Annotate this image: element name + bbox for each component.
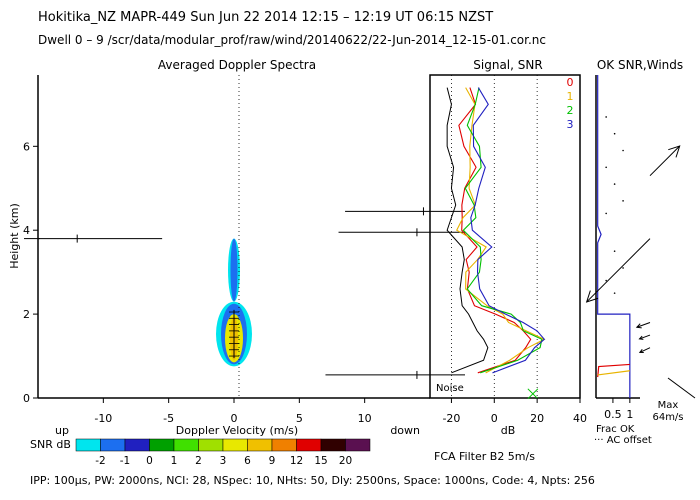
ac-offset-dot <box>613 250 616 252</box>
snr-scale-tick-10: 20 <box>339 455 352 467</box>
snr-x-label: dB <box>501 424 516 437</box>
frac-x-tick-label-1: 1 <box>626 408 633 421</box>
snr-swatch-3 <box>149 438 175 452</box>
spectra-y-tick-label-3: 6 <box>23 140 30 153</box>
wind-vector-0 <box>649 145 681 177</box>
header-title: Hokitika_NZ MAPR-449 Sun Jun 22 2014 12:… <box>38 10 493 25</box>
snr-title: Signal, SNR <box>473 58 542 72</box>
direction-down-label: down <box>390 424 420 437</box>
snr-scale-tick-8: 12 <box>290 455 303 467</box>
ac-offset-dot <box>613 132 616 135</box>
spectra-y-label: Height (km) <box>8 203 21 269</box>
max-wind-reference <box>667 377 696 399</box>
frac-ok-label: Frac OK <box>596 424 635 435</box>
frac-x-tick-label-0: 0.5 <box>604 408 622 421</box>
ac-offset-dot <box>605 116 607 118</box>
ac-offset-dot <box>622 149 624 152</box>
noise-marker-b <box>527 388 539 400</box>
ac-offset-dot <box>622 200 624 202</box>
snr-scale-label: SNR dB <box>30 438 71 451</box>
snr-swatch-7 <box>247 438 273 452</box>
snr-scale-tick-7: 9 <box>269 455 276 467</box>
params-line: IPP: 100μs, PW: 2000ns, NCI: 28, NSpec: … <box>30 474 595 487</box>
wind-arrowhead-4 <box>638 348 644 354</box>
snr-swatch-5 <box>198 438 224 452</box>
snr-scale-tick-4: 2 <box>195 455 202 467</box>
snr-swatch-9 <box>296 438 322 452</box>
snr-scale-tick-0: -2 <box>95 455 105 467</box>
snr-swatch-6 <box>222 438 248 452</box>
filter-label: FCA Filter B2 5m/s <box>434 450 535 463</box>
snr-scale-tick-1: -1 <box>120 455 130 467</box>
max-wind-value: 64m/s <box>652 412 683 423</box>
snr-legend-3: 3 <box>567 118 574 131</box>
snr-panel-frame <box>429 74 581 399</box>
snr-color-scale: SNR dB -2 -1 0 1 2 3 6 9 12 15 20 <box>30 438 371 467</box>
wind-vector-1 <box>586 238 651 303</box>
ac-offset-dot <box>622 267 624 269</box>
snr-x-tick-label-2: 20 <box>530 412 544 425</box>
ac-offset-label: ··· AC offset <box>594 435 652 446</box>
max-wind-label: Max <box>658 400 679 411</box>
winds-title: OK SNR,Winds <box>597 58 683 72</box>
ac-offset-dot <box>613 183 616 185</box>
ac-offset-dot <box>605 212 607 215</box>
wind-arrowhead-0 <box>668 145 681 158</box>
winds-panel: 0.5 1 Frac OK ··· AC offset Max 64m/s <box>585 75 696 446</box>
spectra-x-label: Doppler Velocity (m/s) <box>176 424 298 437</box>
spectra-y-tick-label-2: 4 <box>23 224 30 237</box>
snr-scale-tick-9: 15 <box>314 455 327 467</box>
spectra-upper-layer-1 <box>230 238 238 302</box>
wind-vector-4 <box>639 347 651 353</box>
snr-swatch-8 <box>271 438 297 452</box>
spectra-y-tick-label-1: 2 <box>23 308 30 321</box>
signal-series <box>446 87 489 374</box>
noise-label: Noise <box>436 383 464 394</box>
snr-series-2 <box>462 87 543 374</box>
ac-offset-dot <box>613 292 616 294</box>
snr-swatch-10 <box>320 438 346 452</box>
snr-x-tick-label-1: 0 <box>491 412 498 425</box>
wind-vector-2 <box>636 322 651 328</box>
wind-vector-3 <box>639 334 651 340</box>
snr-x-tick-label-0: -20 <box>442 412 460 425</box>
snr-legend-2: 2 <box>567 104 574 117</box>
snr-scale-tick-3: 1 <box>171 455 178 467</box>
wind-arrowhead-2 <box>635 323 642 329</box>
snr-legend-1: 1 <box>567 90 574 103</box>
snr-scale-tick-2: 0 <box>146 455 153 467</box>
spectra-title: Averaged Doppler Spectra <box>158 58 316 72</box>
snr-scale-tick-5: 3 <box>220 455 227 467</box>
wind-arrowhead-1 <box>585 290 599 303</box>
snr-swatch-11 <box>345 438 371 452</box>
wind-arrowhead-3 <box>638 335 644 340</box>
frac-ok-line-2 <box>597 370 630 376</box>
snr-scale-tick-6: 6 <box>244 455 251 467</box>
snr-swatch-4 <box>173 438 199 452</box>
spectra-x-tick-label-4: 10 <box>358 412 372 425</box>
snr-series-0 <box>458 87 532 374</box>
spectra-x-tick-label-0: -10 <box>94 412 112 425</box>
ac-offset-dot <box>605 279 607 282</box>
snr-swatch-2 <box>124 438 150 452</box>
ac-offset-dot <box>605 166 607 169</box>
snr-swatch-1 <box>100 438 126 452</box>
doppler-spectra-panel: -10 -5 0 5 10 0 2 4 6 Height (km) Doppler Veloc… <box>8 75 465 437</box>
direction-up-label: up <box>55 424 69 437</box>
header-subtitle: Dwell 0 – 9 /scr/data/modular_prof/raw/w… <box>38 33 546 47</box>
spectra-x-tick-label-2: 0 <box>231 412 238 425</box>
frac-ok-line-1 <box>597 363 630 378</box>
spectra-x-tick-label-1: -5 <box>163 412 174 425</box>
snr-x-tick-label-3: 40 <box>573 412 587 425</box>
spectra-x-tick-label-3: 5 <box>296 412 303 425</box>
snr-swatch-0 <box>75 438 101 452</box>
spectra-contours <box>216 238 252 367</box>
snr-legend-0: 0 <box>567 76 574 89</box>
spectra-y-tick-label-0: 0 <box>23 392 30 405</box>
snr-series-3 <box>470 87 546 374</box>
frac-ok-line-0 <box>597 75 631 398</box>
